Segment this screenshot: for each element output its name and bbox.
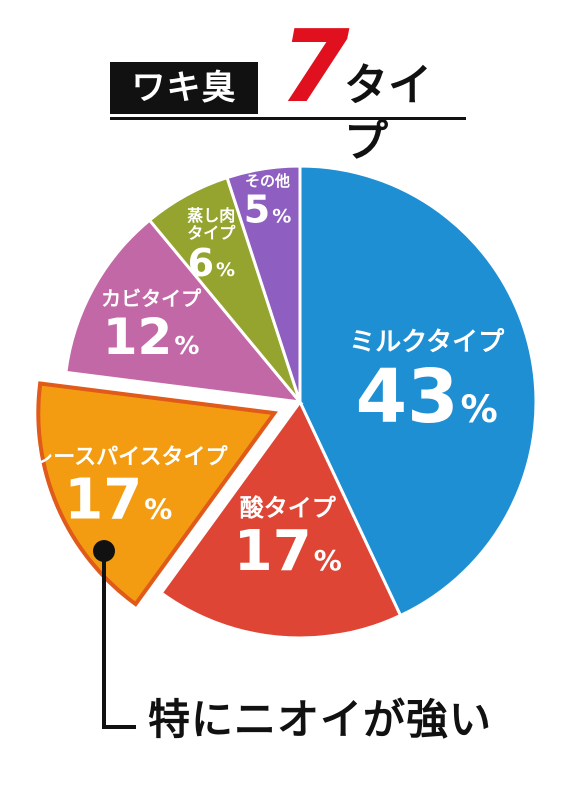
slice-value-label: 6% [188, 241, 236, 285]
chart-title: ワキ臭 7 タイプ [96, 12, 468, 167]
pie-slice [64, 218, 304, 404]
callout-line [102, 551, 136, 729]
callout-label: 特にニオイが強い [148, 695, 493, 744]
title-underline [110, 117, 466, 120]
title-number: 7 [280, 8, 350, 125]
slice-label: カビタイプ [101, 287, 202, 311]
pie-slice [159, 399, 403, 640]
slice-label: 酸タイプ [240, 494, 337, 522]
slice-label: カレースパイスタイプ [9, 445, 228, 470]
slice-label: 蒸し肉 [187, 206, 235, 225]
slice-value-label: 12% [103, 308, 200, 366]
title-label: ワキ臭 [110, 62, 258, 114]
slice-value-label: 5% [244, 188, 292, 232]
slice-label: その他 [245, 172, 290, 190]
slice-value-label: 43% [356, 354, 498, 440]
slice-value-label: 17% [234, 519, 342, 584]
pie-slice [298, 164, 538, 618]
slice-label: ミルクタイプ [349, 327, 505, 357]
slice-label: タイプ [187, 223, 236, 242]
pie-slice [225, 164, 302, 403]
title-suffix: タイプ [344, 60, 432, 167]
slice-value-label: 17% [64, 467, 172, 532]
pie-slice-highlight [36, 381, 278, 607]
